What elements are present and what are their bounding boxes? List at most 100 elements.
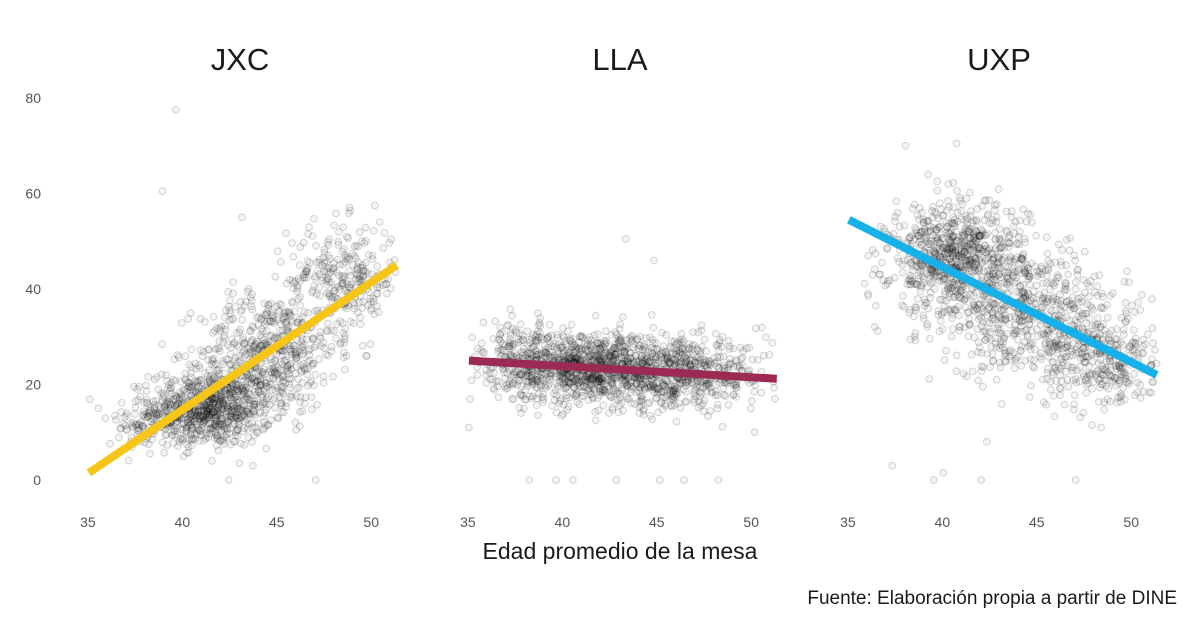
data-point [295, 261, 304, 270]
data-point [1028, 218, 1036, 227]
data-point [362, 237, 370, 245]
data-point [678, 345, 687, 354]
data-point [720, 391, 728, 399]
data-point [177, 319, 186, 327]
data-point [329, 372, 337, 381]
facet-title: LLA [592, 42, 647, 77]
data-point [170, 427, 178, 436]
data-point [748, 355, 757, 364]
data-point [248, 336, 257, 344]
data-point [244, 285, 253, 293]
data-point [1001, 314, 1010, 323]
data-point [189, 411, 198, 420]
data-point [85, 395, 94, 404]
data-point [336, 260, 344, 269]
data-point [183, 415, 192, 424]
data-point [94, 404, 103, 413]
data-point [712, 329, 720, 338]
data-point [305, 223, 313, 232]
data-point [708, 388, 717, 396]
data-point [262, 405, 271, 414]
data-point [629, 359, 638, 367]
data-point [296, 393, 305, 401]
data-point [214, 406, 223, 415]
data-point [195, 417, 204, 426]
data-point [211, 401, 220, 410]
data-point [571, 355, 580, 364]
data-point [296, 293, 305, 301]
data-point [1081, 343, 1090, 352]
x-tick-label: 35 [80, 514, 96, 530]
data-point [234, 396, 242, 404]
data-point [952, 139, 961, 148]
data-point [479, 318, 488, 327]
data-point [1133, 378, 1142, 387]
data-point [236, 413, 244, 421]
data-point [226, 309, 235, 318]
data-point [571, 391, 580, 400]
x-tick-label: 45 [649, 514, 665, 530]
data-point [130, 410, 139, 418]
data-point [210, 410, 219, 419]
data-point [270, 356, 279, 365]
data-point [1036, 321, 1045, 329]
data-point [202, 411, 210, 419]
data-point [1056, 384, 1065, 393]
data-point [330, 221, 338, 230]
data-point [325, 235, 334, 244]
data-point [267, 317, 276, 326]
data-point [1090, 288, 1099, 297]
data-point [160, 448, 169, 457]
data-point [1044, 257, 1053, 265]
data-point [310, 282, 319, 291]
data-point [914, 262, 922, 271]
data-point [939, 468, 948, 477]
data-point [1044, 295, 1053, 303]
data-point [225, 390, 234, 399]
data-point [345, 267, 354, 276]
data-point [925, 334, 934, 343]
data-point [732, 383, 741, 392]
data-point [977, 367, 986, 376]
data-point [1060, 400, 1069, 409]
data-point [715, 339, 724, 348]
data-point [262, 400, 271, 409]
data-point [534, 321, 543, 329]
data-point [306, 378, 315, 387]
x-tick-label: 35 [840, 514, 856, 530]
data-point [1016, 216, 1024, 225]
data-point [919, 314, 928, 323]
data-point [720, 364, 729, 373]
data-point [966, 188, 974, 197]
data-point [158, 340, 166, 349]
data-point [227, 402, 236, 411]
data-point [267, 416, 275, 425]
data-point [937, 205, 945, 214]
data-point [1044, 352, 1053, 361]
data-point [648, 339, 657, 347]
data-point [963, 220, 972, 228]
data-point [236, 308, 245, 316]
data-point [138, 421, 147, 430]
data-point [187, 363, 196, 371]
data-point [501, 374, 510, 383]
data-point [167, 383, 176, 392]
data-point [1113, 393, 1122, 402]
data-point [241, 417, 249, 426]
data-point [223, 383, 232, 392]
data-point [508, 381, 517, 389]
data-point [249, 342, 258, 351]
data-point [1056, 290, 1064, 299]
data-point [939, 211, 947, 220]
data-point [973, 325, 982, 334]
data-point [301, 270, 310, 279]
data-point [712, 380, 721, 389]
data-point [1056, 364, 1065, 373]
data-point [238, 316, 246, 324]
data-point [649, 381, 657, 390]
data-point [218, 435, 227, 444]
data-point [171, 430, 179, 439]
data-point [112, 415, 120, 424]
data-point [489, 384, 498, 393]
